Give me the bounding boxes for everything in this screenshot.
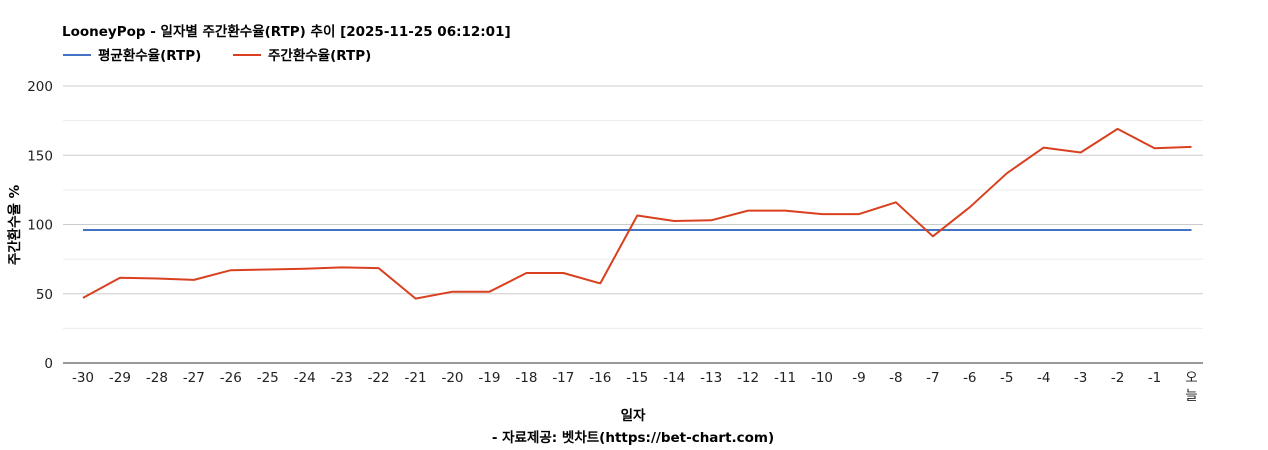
y-tick-label: 150 <box>27 148 53 164</box>
chart-legend: 평균환수율(RTP) 주간환수율(RTP) <box>63 47 371 64</box>
x-tick-label: -8 <box>889 370 902 386</box>
x-tick-label: -16 <box>589 370 611 386</box>
x-tick-label: -17 <box>552 370 574 386</box>
x-tick-label: -15 <box>626 370 648 386</box>
x-tick-label: -14 <box>663 370 685 386</box>
x-tick-label: -30 <box>72 370 94 386</box>
x-tick-label: -6 <box>963 370 976 386</box>
y-tick-label: 0 <box>44 356 53 372</box>
data-source-note: - 자료제공: 벳차트(https://bet-chart.com) <box>492 429 774 446</box>
x-tick-label: -12 <box>737 370 759 386</box>
x-tick-label: -1 <box>1148 370 1161 386</box>
x-tick-label: -20 <box>441 370 463 386</box>
y-axis-title: 주간환수율 % <box>6 184 23 265</box>
y-tick-label: 50 <box>36 287 53 303</box>
legend-label: 평균환수율(RTP) <box>98 47 201 64</box>
series-line-weekly-rtp <box>82 127 1192 300</box>
x-tick-label: -3 <box>1074 370 1087 386</box>
x-tick-label: -11 <box>774 370 796 386</box>
x-tick-label: -21 <box>405 370 427 386</box>
chart-series <box>82 127 1192 300</box>
legend-label: 주간환수율(RTP) <box>268 47 371 64</box>
x-tick-label: -7 <box>926 370 939 386</box>
y-tick-label: 200 <box>27 79 53 95</box>
x-tick-label: -26 <box>220 370 242 386</box>
x-tick-label: -13 <box>700 370 722 386</box>
x-tick-label: -29 <box>109 370 131 386</box>
x-tick-label: -25 <box>257 370 279 386</box>
x-tick-label: -23 <box>331 370 353 386</box>
chart-gridlines <box>63 85 1203 364</box>
x-tick-label: -27 <box>183 370 205 386</box>
x-tick-label: -24 <box>294 370 316 386</box>
x-tick-label: -22 <box>368 370 390 386</box>
x-tick-label: -18 <box>515 370 537 386</box>
y-tick-label: 100 <box>27 218 53 234</box>
x-tick-label: -28 <box>146 370 168 386</box>
x-tick-label: -2 <box>1111 370 1124 386</box>
x-tick-label: -9 <box>852 370 865 386</box>
x-tick-label: -5 <box>1000 370 1013 386</box>
x-axis-ticks: -30 -29 -28 -27 -26 -25 -24 -23 -22 -21 -20 -19 -18-… <box>72 370 1198 404</box>
x-tick-label: -19 <box>478 370 500 386</box>
y-axis-ticks: 0 50 100 150 200 <box>27 79 53 372</box>
x-tick-label: -10 <box>811 370 833 386</box>
chart-title: LooneyPop - 일자별 주간환수율(RTP) 추이 [2025-11-2… <box>62 23 511 40</box>
x-axis-title: 일자 <box>621 408 646 424</box>
x-tick-label: -4 <box>1037 370 1050 386</box>
